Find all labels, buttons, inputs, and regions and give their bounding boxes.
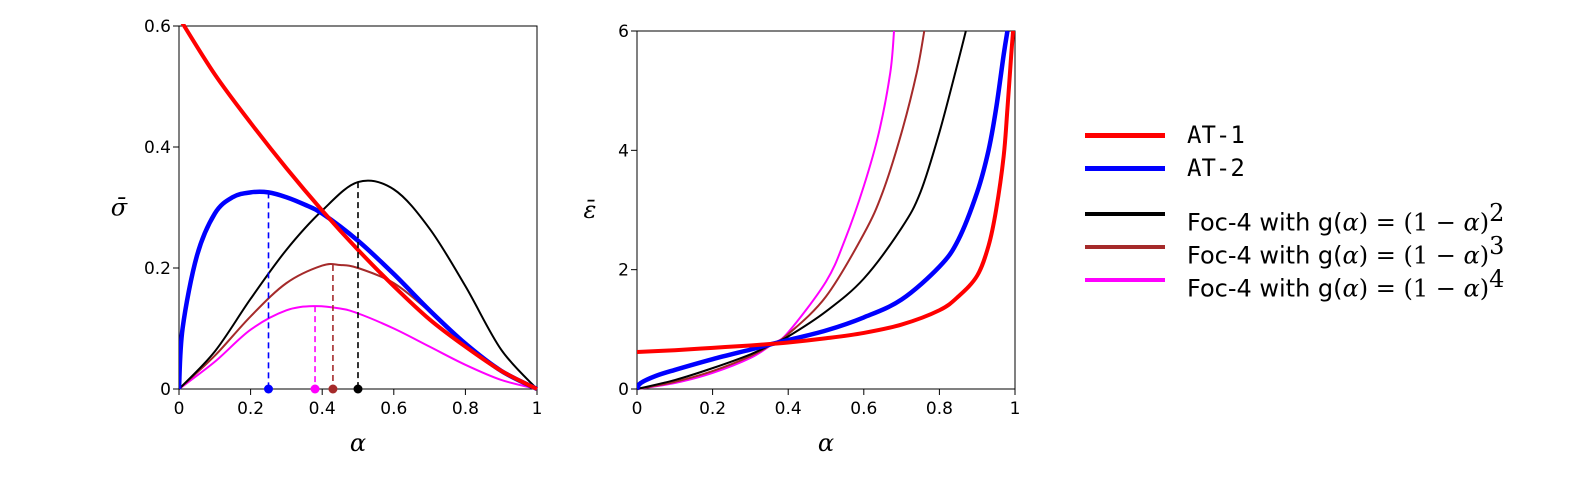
x-tick-label: 0.8: [926, 399, 953, 419]
legend-label-mid: ) = (1 −: [1358, 241, 1464, 270]
legend-label-mid: ) = (1 −: [1358, 274, 1464, 303]
legend-swatch: [1085, 278, 1165, 282]
legend-label: Foc-4 with g(α) = (1 − α)2: [1187, 196, 1504, 239]
legend-swatch: [1085, 166, 1165, 171]
legend-label-prefix: Foc-4 with g(: [1187, 241, 1343, 270]
series-line: [179, 179, 538, 390]
x-tick-label: 0.8: [452, 399, 479, 419]
x-tick-label: 0: [174, 399, 185, 419]
series-line: [637, 30, 926, 390]
peak-marker: [264, 384, 273, 394]
y-axis-label: ε̄: [584, 196, 597, 224]
chart-right-epsilon: 0 0.2 0.4 0.6 0.8 1 0 2 4 6 α ε̄: [584, 22, 1021, 457]
legend-label-close: ): [1479, 241, 1490, 270]
x-tick-label: 0.6: [380, 399, 407, 419]
legend-label: Foc-4 with g(α) = (1 − α)4: [1187, 262, 1504, 305]
legend-label: AT-2: [1187, 154, 1245, 182]
x-tick-label: 0.4: [775, 399, 802, 419]
legend-label-close: ): [1479, 274, 1490, 303]
y-tick-label: 6: [618, 22, 629, 42]
peak-marker: [353, 384, 363, 394]
peak-marker: [328, 384, 338, 394]
x-tick-label: 0.2: [237, 399, 264, 419]
y-tick-label: 2: [618, 261, 629, 281]
legend-alpha: α: [1463, 241, 1480, 270]
legend-exponent: 3: [1489, 232, 1505, 260]
legend-alpha: α: [1342, 274, 1359, 303]
legend-label-prefix: Foc-4 with g(: [1187, 208, 1343, 237]
legend-swatch: [1085, 212, 1165, 216]
series-line: [180, 24, 538, 391]
series-line: [179, 189, 539, 391]
legend-alpha: α: [1342, 241, 1359, 270]
series-line: [637, 30, 1010, 391]
legend-exponent: 4: [1489, 265, 1505, 293]
legend-label: AT-1: [1187, 121, 1245, 149]
legend-alpha: α: [1342, 208, 1359, 237]
x-axis-label: α: [350, 429, 366, 457]
legend-swatch: [1085, 245, 1165, 249]
plot-frame: [636, 30, 1016, 390]
y-tick-label: 0.6: [144, 17, 171, 37]
series-line: [637, 30, 1016, 355]
chart-left-sigma: 0 0.2 0.4 0.6 0.8 1 0 0.2 0.4 0.6 α σ̄: [111, 17, 543, 457]
series-line: [637, 30, 896, 390]
legend-swatch: [1085, 133, 1165, 138]
legend-label-mid: ) = (1 −: [1358, 208, 1464, 237]
y-axis-label: σ̄: [111, 194, 128, 222]
series-line: [179, 305, 538, 390]
legend-label-prefix: Foc-4 with g(: [1187, 274, 1343, 303]
x-tick-label: 0.6: [850, 399, 877, 419]
y-tick-label: 0.2: [144, 259, 171, 279]
legend-alpha: α: [1463, 208, 1480, 237]
y-tick-label: 0: [618, 380, 629, 400]
x-tick-label: 0.4: [309, 399, 336, 419]
series-line: [637, 30, 967, 390]
legend-exponent: 2: [1489, 199, 1505, 227]
x-axis-label: α: [818, 429, 834, 457]
peak-marker: [310, 384, 320, 394]
legend-label-close: ): [1479, 208, 1490, 237]
x-tick-label: 0.2: [699, 399, 726, 419]
x-tick-label: 1: [532, 399, 543, 419]
y-tick-label: 4: [618, 141, 629, 161]
legend-alpha: α: [1463, 274, 1480, 303]
y-tick-label: 0: [160, 380, 171, 400]
x-tick-label: 0: [632, 399, 643, 419]
legend-label: Foc-4 with g(α) = (1 − α)3: [1187, 229, 1504, 272]
y-tick-label: 0.4: [144, 138, 171, 158]
x-tick-label: 1: [1010, 399, 1021, 419]
